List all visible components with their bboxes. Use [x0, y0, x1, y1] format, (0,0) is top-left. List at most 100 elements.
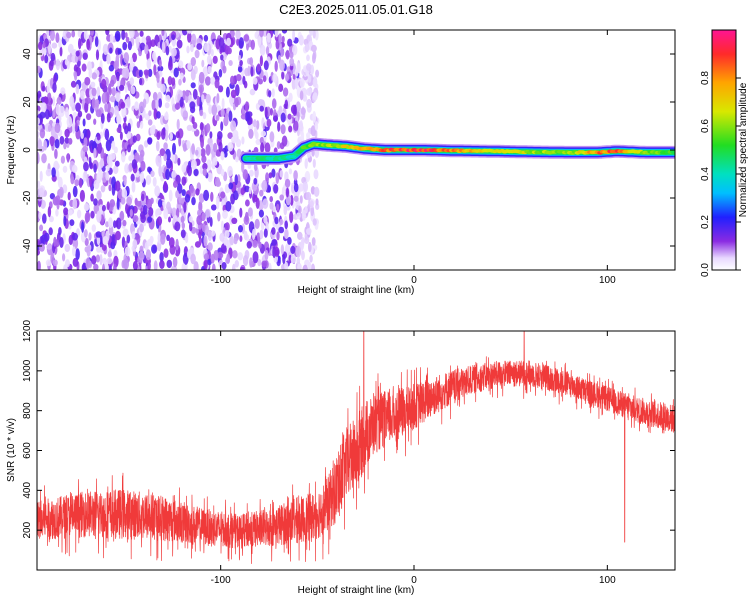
noise-cell	[106, 164, 110, 172]
noise-cell	[168, 216, 171, 223]
noise-cell	[235, 138, 242, 148]
noise-cell	[289, 211, 294, 224]
noise-cell	[263, 60, 269, 71]
noise-cell	[127, 41, 132, 51]
noise-cell	[250, 66, 254, 77]
noise-cell	[196, 95, 200, 107]
noise-cell	[292, 44, 298, 56]
noise-cell	[239, 207, 243, 218]
noise-cell	[262, 198, 269, 209]
noise-cell	[304, 43, 310, 53]
noise-cell	[241, 223, 245, 235]
noise-cell	[47, 124, 52, 132]
noise-cell	[292, 30, 296, 42]
noise-cell	[284, 178, 291, 188]
noise-cell	[96, 190, 102, 200]
noise-cell	[240, 266, 245, 270]
noise-cell	[195, 188, 200, 196]
noise-cell	[278, 83, 284, 93]
noise-cell	[90, 30, 94, 36]
noise-cell	[81, 221, 85, 233]
noise-cell	[174, 221, 181, 232]
noise-cell	[50, 252, 55, 264]
y-tick-label: 40	[22, 48, 33, 60]
noise-cell	[238, 54, 242, 62]
noise-cell	[72, 185, 78, 198]
noise-cell	[204, 76, 211, 86]
noise-cell	[150, 39, 156, 47]
noise-cell	[91, 97, 96, 109]
noise-cell	[93, 118, 97, 125]
noise-cell	[163, 180, 168, 192]
noise-cell	[125, 36, 130, 43]
noise-cell	[100, 113, 105, 124]
noise-cell	[247, 123, 254, 131]
noise-cell	[93, 163, 97, 173]
noise-cell	[64, 243, 71, 253]
snr-panel: -100 0 100 200 400 600 800 1000 1200 Height of …	[6, 319, 676, 596]
noise-cell	[196, 215, 203, 226]
noise-cell	[276, 141, 281, 150]
noise-cell	[279, 170, 284, 178]
noise-cell	[189, 222, 193, 232]
noise-cell	[126, 196, 132, 206]
noise-cell	[182, 142, 187, 152]
noise-cell	[114, 160, 120, 167]
noise-cell	[63, 207, 69, 216]
noise-cell	[76, 209, 82, 219]
noise-cell	[158, 59, 162, 68]
noise-cell	[121, 188, 128, 199]
noise-cell	[308, 241, 312, 253]
noise-cell	[108, 184, 112, 192]
noise-cell	[161, 128, 166, 140]
spectrogram-signal-ridge	[239, 137, 675, 165]
noise-cell	[93, 147, 97, 159]
noise-cell	[66, 153, 70, 163]
noise-cell	[302, 94, 308, 102]
noise-cell	[309, 200, 314, 209]
noise-cell	[41, 153, 47, 164]
noise-cell	[211, 204, 217, 211]
noise-cell	[251, 228, 256, 241]
noise-cell	[90, 193, 94, 202]
noise-cell	[291, 79, 296, 90]
noise-cell	[122, 41, 128, 51]
noise-cell	[52, 82, 57, 93]
noise-cell	[308, 261, 312, 270]
noise-cell	[72, 123, 76, 134]
noise-cell	[147, 68, 153, 78]
noise-cell	[121, 236, 126, 248]
noise-cell	[157, 199, 163, 208]
noise-cell	[48, 42, 51, 55]
spectrogram-x-axis-label: Height of straight line (km)	[298, 285, 415, 296]
noise-cell	[56, 96, 62, 105]
noise-cell	[279, 218, 284, 225]
noise-cell	[119, 131, 123, 141]
noise-cell	[288, 92, 293, 103]
noise-cell	[37, 260, 41, 270]
noise-cell	[244, 101, 249, 113]
noise-cell	[116, 127, 122, 133]
noise-cell	[109, 79, 115, 87]
noise-cell	[298, 205, 302, 214]
noise-cell	[272, 73, 278, 83]
noise-cell	[37, 117, 41, 125]
noise-cell	[264, 106, 268, 119]
noise-cell	[52, 259, 58, 267]
noise-cell	[185, 89, 190, 97]
noise-cell	[284, 229, 289, 239]
noise-cell	[210, 76, 216, 85]
y-tick-label: 0	[22, 147, 33, 153]
noise-cell	[223, 238, 227, 246]
noise-cell	[269, 196, 274, 203]
noise-cell	[86, 128, 91, 140]
noise-cell	[261, 260, 268, 268]
noise-cell	[44, 54, 49, 64]
noise-cell	[116, 197, 120, 210]
noise-cell	[199, 109, 204, 117]
noise-cell	[287, 38, 293, 47]
noise-cell	[102, 43, 109, 56]
noise-cell	[259, 105, 265, 112]
noise-cell	[139, 245, 144, 254]
